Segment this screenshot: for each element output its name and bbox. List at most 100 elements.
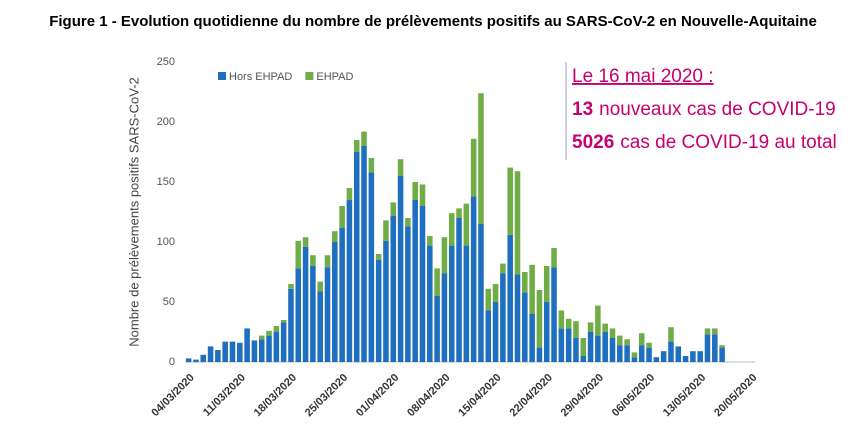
bar-segment bbox=[536, 290, 543, 348]
bar-segment bbox=[565, 318, 572, 329]
bar-segment bbox=[302, 246, 309, 362]
bar-segment bbox=[668, 341, 674, 362]
legend-label: Hors EHPAD bbox=[229, 71, 292, 83]
bar-segment bbox=[602, 323, 608, 332]
bar-segment bbox=[324, 267, 331, 362]
x-tick-label: 06/05/2020 bbox=[610, 372, 657, 419]
bar-segment bbox=[193, 359, 199, 362]
bar-segment bbox=[456, 218, 462, 362]
bar-segment bbox=[529, 264, 535, 314]
x-tick-label: 29/04/2020 bbox=[559, 372, 606, 419]
x-tick-label: 22/04/2020 bbox=[507, 372, 554, 419]
y-tick-label: 0 bbox=[169, 356, 175, 368]
bar-segment bbox=[704, 334, 711, 362]
bar-segment bbox=[295, 240, 302, 269]
bar-segment bbox=[427, 245, 433, 362]
legend-label: EHPAD bbox=[316, 71, 353, 83]
bar-segment bbox=[324, 255, 331, 268]
legend-swatch bbox=[218, 72, 226, 80]
y-tick-label: 200 bbox=[157, 116, 175, 128]
y-tick-label: 250 bbox=[157, 56, 175, 68]
bar-segment bbox=[339, 206, 345, 228]
bar-segment bbox=[405, 226, 411, 362]
x-tick-label: 25/03/2020 bbox=[303, 372, 350, 419]
bar-segment bbox=[624, 339, 630, 346]
bar-segment bbox=[463, 203, 470, 246]
bar-segment bbox=[448, 245, 455, 362]
bar-segment bbox=[573, 321, 579, 338]
bar-segment bbox=[434, 268, 440, 296]
annotation-line: 13 nouveaux cas de COVID-19 bbox=[572, 99, 836, 120]
bar-segment bbox=[660, 351, 667, 362]
bar-segment bbox=[551, 248, 557, 268]
bar-segment bbox=[682, 356, 689, 362]
bar-segment bbox=[390, 202, 397, 216]
y-tick-label: 100 bbox=[157, 236, 175, 248]
bar-segment bbox=[697, 351, 703, 362]
bar-segment bbox=[237, 342, 243, 362]
y-tick-label: 150 bbox=[157, 176, 175, 188]
bar-segment bbox=[185, 358, 192, 362]
bar-segment bbox=[522, 292, 528, 362]
x-tick-label: 11/03/2020 bbox=[201, 372, 248, 419]
bar-segment bbox=[609, 328, 616, 338]
bar-segment bbox=[704, 328, 711, 335]
bar-segment bbox=[712, 328, 718, 335]
bar-segment bbox=[397, 176, 404, 362]
bar-segment bbox=[339, 227, 345, 362]
bar-segment bbox=[280, 320, 287, 323]
bar-segment bbox=[529, 314, 535, 362]
bar-segment bbox=[419, 206, 426, 362]
x-tick-label: 01/04/2020 bbox=[354, 372, 401, 419]
bar-segment bbox=[536, 347, 543, 362]
bar-segment bbox=[361, 131, 367, 146]
bar-segment bbox=[295, 268, 302, 362]
bar-segment bbox=[470, 138, 477, 197]
bar-segment bbox=[668, 327, 674, 342]
bar-segment bbox=[441, 237, 448, 274]
bar-segment bbox=[646, 342, 652, 348]
bar-segment bbox=[244, 328, 250, 362]
bar-segment bbox=[719, 347, 725, 362]
bar-segment bbox=[302, 237, 309, 247]
bar-segment bbox=[288, 284, 294, 289]
bar-segment bbox=[383, 220, 389, 241]
bar-segment bbox=[543, 266, 550, 302]
x-tick-label: 20/05/2020 bbox=[712, 372, 759, 419]
bar-segment bbox=[492, 302, 499, 362]
bar-segment bbox=[419, 184, 426, 206]
bar-segment bbox=[332, 231, 338, 242]
bar-segment bbox=[543, 302, 550, 362]
bar-segment bbox=[441, 273, 448, 362]
bar-segment bbox=[346, 188, 353, 200]
bar-segment bbox=[266, 335, 272, 362]
bar-segment bbox=[317, 291, 323, 362]
bar-segment bbox=[310, 266, 316, 362]
bar-segment bbox=[317, 281, 323, 292]
bar-segment bbox=[514, 274, 521, 362]
bar-segment bbox=[587, 332, 594, 362]
bar-segment bbox=[646, 347, 652, 362]
bar-segment bbox=[638, 333, 645, 346]
bar-segment bbox=[595, 305, 601, 336]
bar-segment bbox=[288, 288, 294, 362]
bar-segment bbox=[675, 346, 682, 362]
legend-swatch bbox=[305, 72, 314, 80]
bar-segment bbox=[719, 345, 725, 348]
bar-segment bbox=[492, 284, 499, 302]
x-tick-label: 04/03/2020 bbox=[149, 372, 196, 419]
bar-segment bbox=[397, 159, 404, 176]
bar-segment bbox=[631, 357, 638, 362]
bar-segment bbox=[558, 310, 565, 329]
x-tick-label: 18/03/2020 bbox=[252, 372, 299, 419]
y-axis-label: Nombre de prélèvements positifs SARS-CoV… bbox=[126, 77, 141, 347]
bar-segment bbox=[353, 152, 360, 362]
bar-segment bbox=[448, 213, 455, 246]
bar-segment bbox=[200, 354, 207, 362]
bar-segment bbox=[470, 196, 477, 362]
bar-segment bbox=[332, 242, 338, 362]
bar-segment bbox=[580, 356, 587, 362]
bar-segment bbox=[638, 345, 645, 362]
bar-segment bbox=[514, 171, 521, 275]
